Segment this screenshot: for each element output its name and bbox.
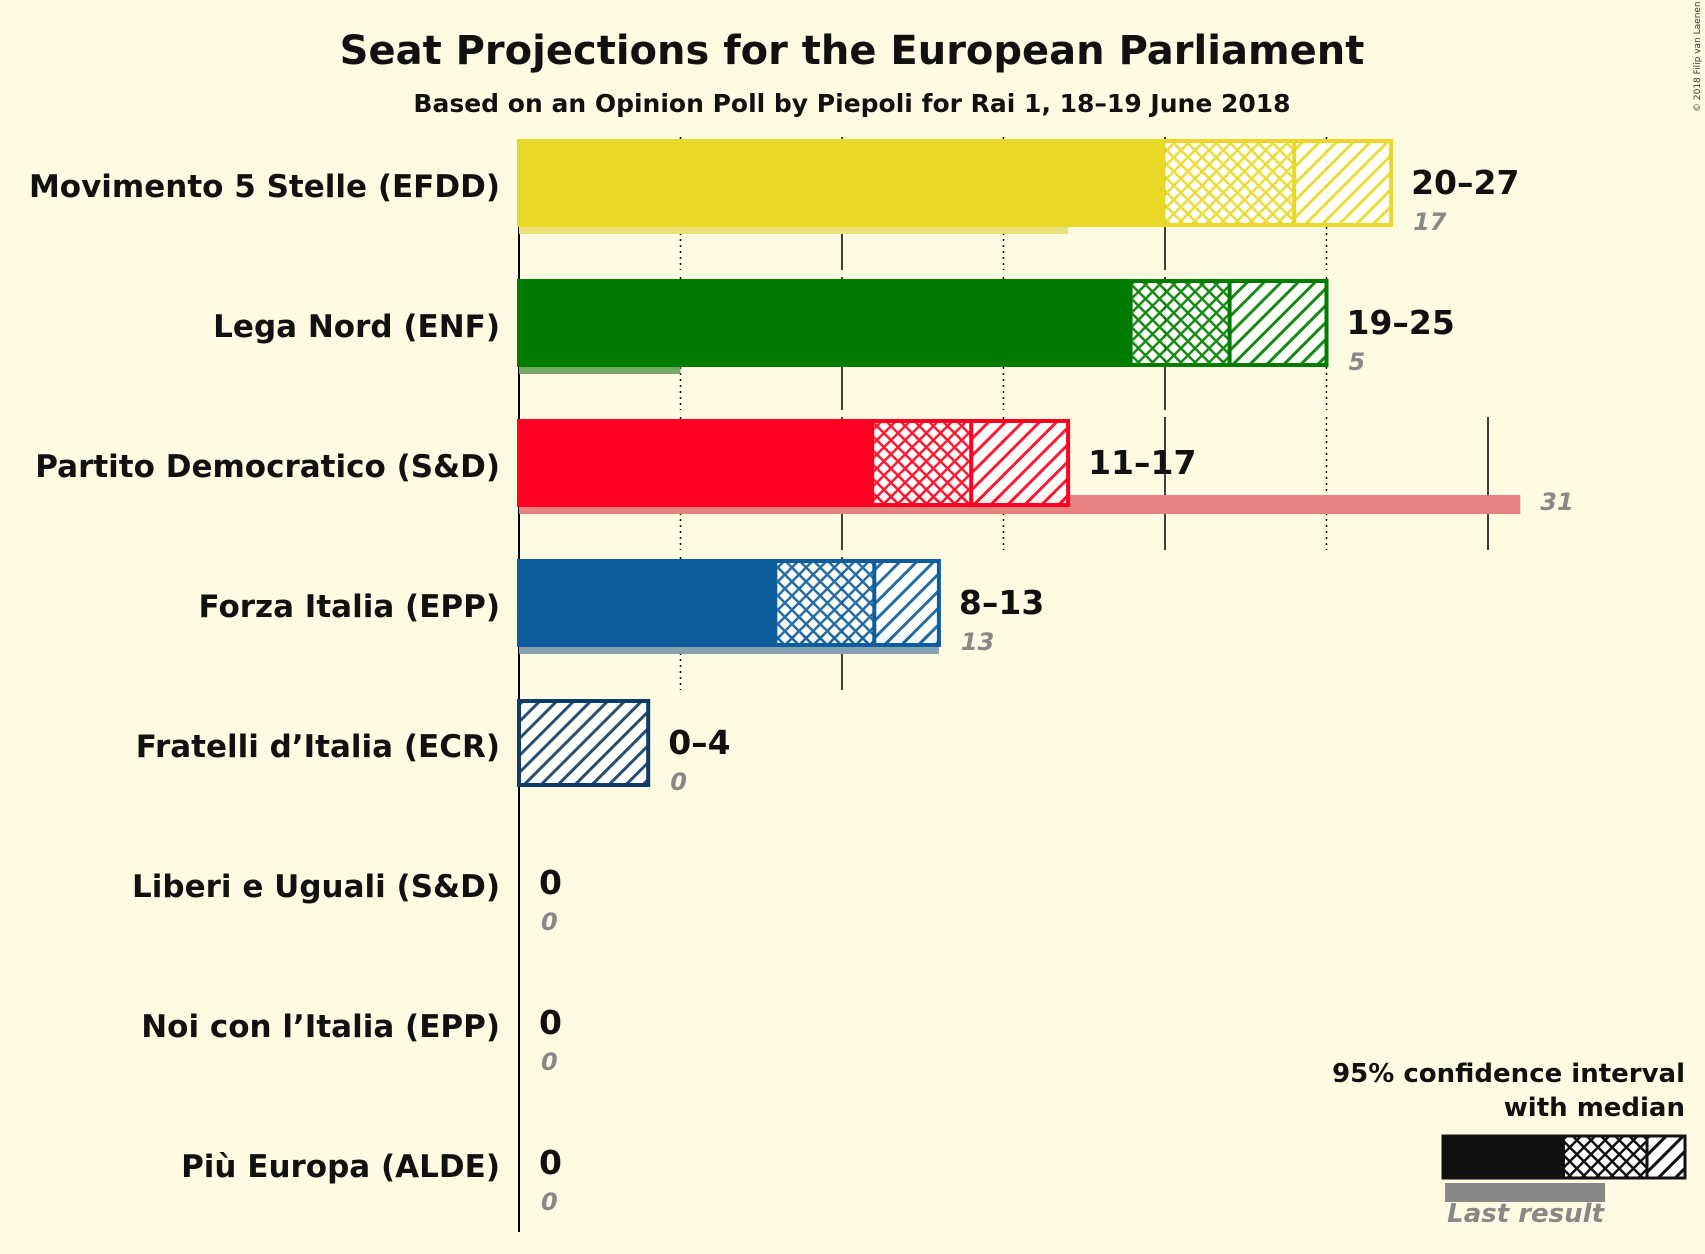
last-result-label: 0	[541, 1048, 558, 1076]
last-result-label: 5	[1349, 348, 1366, 376]
range-label: 0	[539, 1003, 562, 1042]
party-name-label: Fratelli d’Italia (ECR)	[136, 729, 500, 765]
ci-solid-bar	[519, 141, 1165, 225]
party-bars: Movimento 5 Stelle (EFDD) 20–27 17 Lega Nor…	[29, 139, 1574, 1216]
ci-lower-hatch-bar	[1165, 141, 1295, 225]
party-row: Noi con l’Italia (EPP) 0 0	[141, 1003, 562, 1076]
ci-upper-hatch-bar	[1294, 141, 1392, 225]
legend-solid-swatch	[1443, 1136, 1565, 1178]
ci-lower-hatch-bar	[874, 421, 972, 505]
party-row: Liberi e Uguali (S&D) 0 0	[132, 863, 562, 936]
legend-last-result-label: Last result	[1447, 1199, 1605, 1229]
ci-upper-hatch-bar	[1229, 281, 1327, 365]
last-result-label: 0	[541, 1188, 558, 1216]
range-label: 8–13	[959, 583, 1044, 622]
range-label: 0–4	[668, 723, 730, 762]
ci-solid-bar	[519, 561, 778, 645]
legend-title-line1: 95% confidence interval	[1332, 1059, 1685, 1089]
party-row: Lega Nord (ENF) 19–25 5	[213, 279, 1455, 376]
range-label: 20–27	[1411, 163, 1519, 202]
last-result-label: 13	[961, 628, 994, 656]
chart-subtitle: Based on an Opinion Poll by Piepoli for …	[413, 89, 1290, 118]
party-row: Fratelli d’Italia (ECR) 0–4 0	[136, 699, 731, 796]
legend-outline	[1441, 1134, 1687, 1180]
range-label: 11–17	[1088, 443, 1196, 482]
legend-title-line2: with median	[1504, 1093, 1685, 1123]
party-name-label: Liberi e Uguali (S&D)	[132, 869, 500, 905]
last-result-label: 17	[1413, 208, 1447, 236]
ci-solid-bar	[519, 421, 875, 505]
ci-upper-hatch-bar	[874, 561, 939, 645]
party-row: Movimento 5 Stelle (EFDD) 20–27 17	[29, 139, 1519, 236]
ci-lower-hatch-bar	[1132, 281, 1230, 365]
party-name-label: Lega Nord (ENF)	[213, 309, 500, 345]
last-result-label: 0	[541, 908, 558, 936]
legend: 95% confidence interval with median Last…	[1332, 1059, 1687, 1229]
party-name-label: Noi con l’Italia (EPP)	[141, 1009, 500, 1045]
ci-outline	[517, 559, 941, 647]
party-name-label: Partito Democratico (S&D)	[35, 449, 500, 485]
ci-upper-hatch-bar	[519, 701, 649, 785]
legend-cross-swatch	[1565, 1136, 1647, 1178]
last-result-label: 0	[670, 768, 687, 796]
party-name-label: Più Europa (ALDE)	[181, 1149, 500, 1185]
ci-lower-hatch-bar	[777, 561, 875, 645]
party-name-label: Movimento 5 Stelle (EFDD)	[29, 169, 500, 205]
copyright-notice: © 2018 Filip van Laenen	[1693, 1, 1703, 112]
party-row: Più Europa (ALDE) 0 0	[181, 1143, 562, 1216]
ci-outline	[517, 419, 1071, 507]
last-result-label: 31	[1540, 488, 1573, 516]
party-row: Partito Democratico (S&D) 11–17 31	[35, 419, 1574, 516]
ci-outline	[517, 279, 1329, 367]
ci-outline	[517, 139, 1394, 227]
legend-last-result-swatch	[1445, 1183, 1605, 1202]
ci-solid-bar	[519, 281, 1133, 365]
range-label: 0	[539, 863, 562, 902]
ci-upper-hatch-bar	[971, 421, 1069, 505]
chart-title: Seat Projections for the European Parlia…	[340, 28, 1365, 74]
legend-hatch-swatch	[1647, 1136, 1685, 1178]
party-name-label: Forza Italia (EPP)	[199, 589, 500, 625]
range-label: 19–25	[1347, 303, 1455, 342]
range-label: 0	[539, 1143, 562, 1182]
party-row: Forza Italia (EPP) 8–13 13	[199, 559, 1044, 656]
